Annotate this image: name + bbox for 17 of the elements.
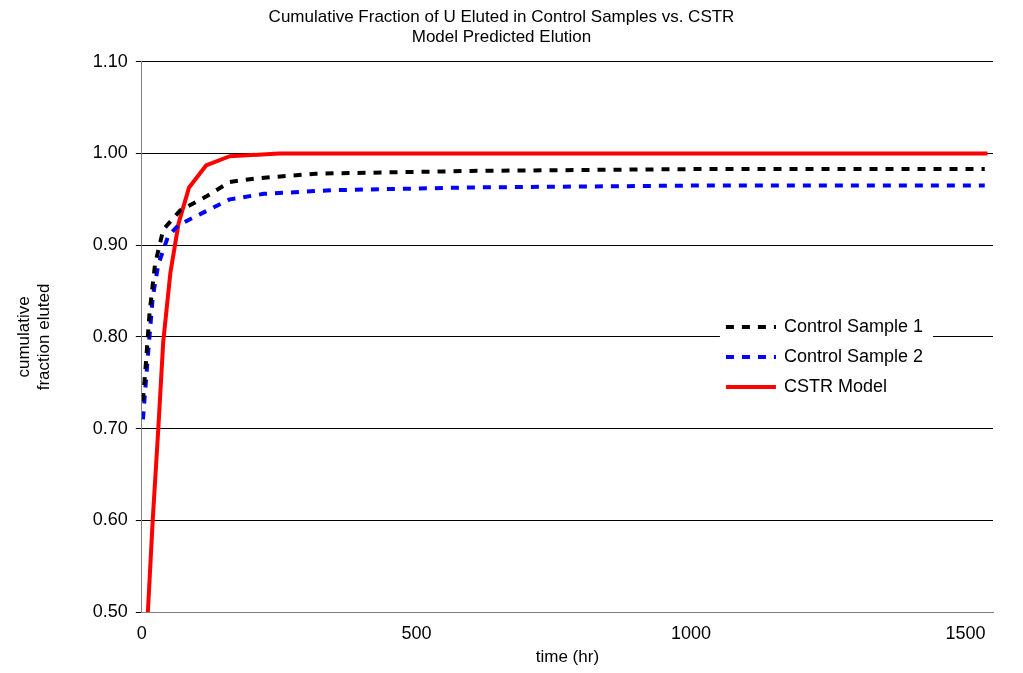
x-tick-label: 1500 bbox=[945, 622, 986, 643]
y-tick-label: 1.10 bbox=[92, 50, 128, 71]
legend-label: CSTR Model bbox=[783, 375, 887, 396]
y-axis-title: cumulative fraction eluted bbox=[13, 283, 54, 391]
y-tick-label: 0.80 bbox=[92, 325, 128, 346]
x-tick-label: 1000 bbox=[670, 622, 711, 643]
x-tick-label: 0 bbox=[136, 622, 147, 643]
y-tick-label: 0.50 bbox=[92, 600, 128, 621]
y-tick-label: 0.60 bbox=[92, 509, 128, 530]
chart-title: Cumulative Fraction of U Eluted in Control Samples vs. CSTR Model Predicted Elution bbox=[268, 6, 735, 47]
x-axis-title: time (hr) bbox=[535, 647, 600, 667]
x-tick-label: 500 bbox=[401, 622, 432, 643]
y-tick-label: 0.70 bbox=[92, 417, 128, 438]
legend-label: Control Sample 1 bbox=[783, 315, 924, 336]
y-tick-label: 0.90 bbox=[92, 234, 128, 255]
legend-label: Control Sample 2 bbox=[783, 345, 924, 366]
y-tick-label: 1.00 bbox=[92, 142, 128, 163]
